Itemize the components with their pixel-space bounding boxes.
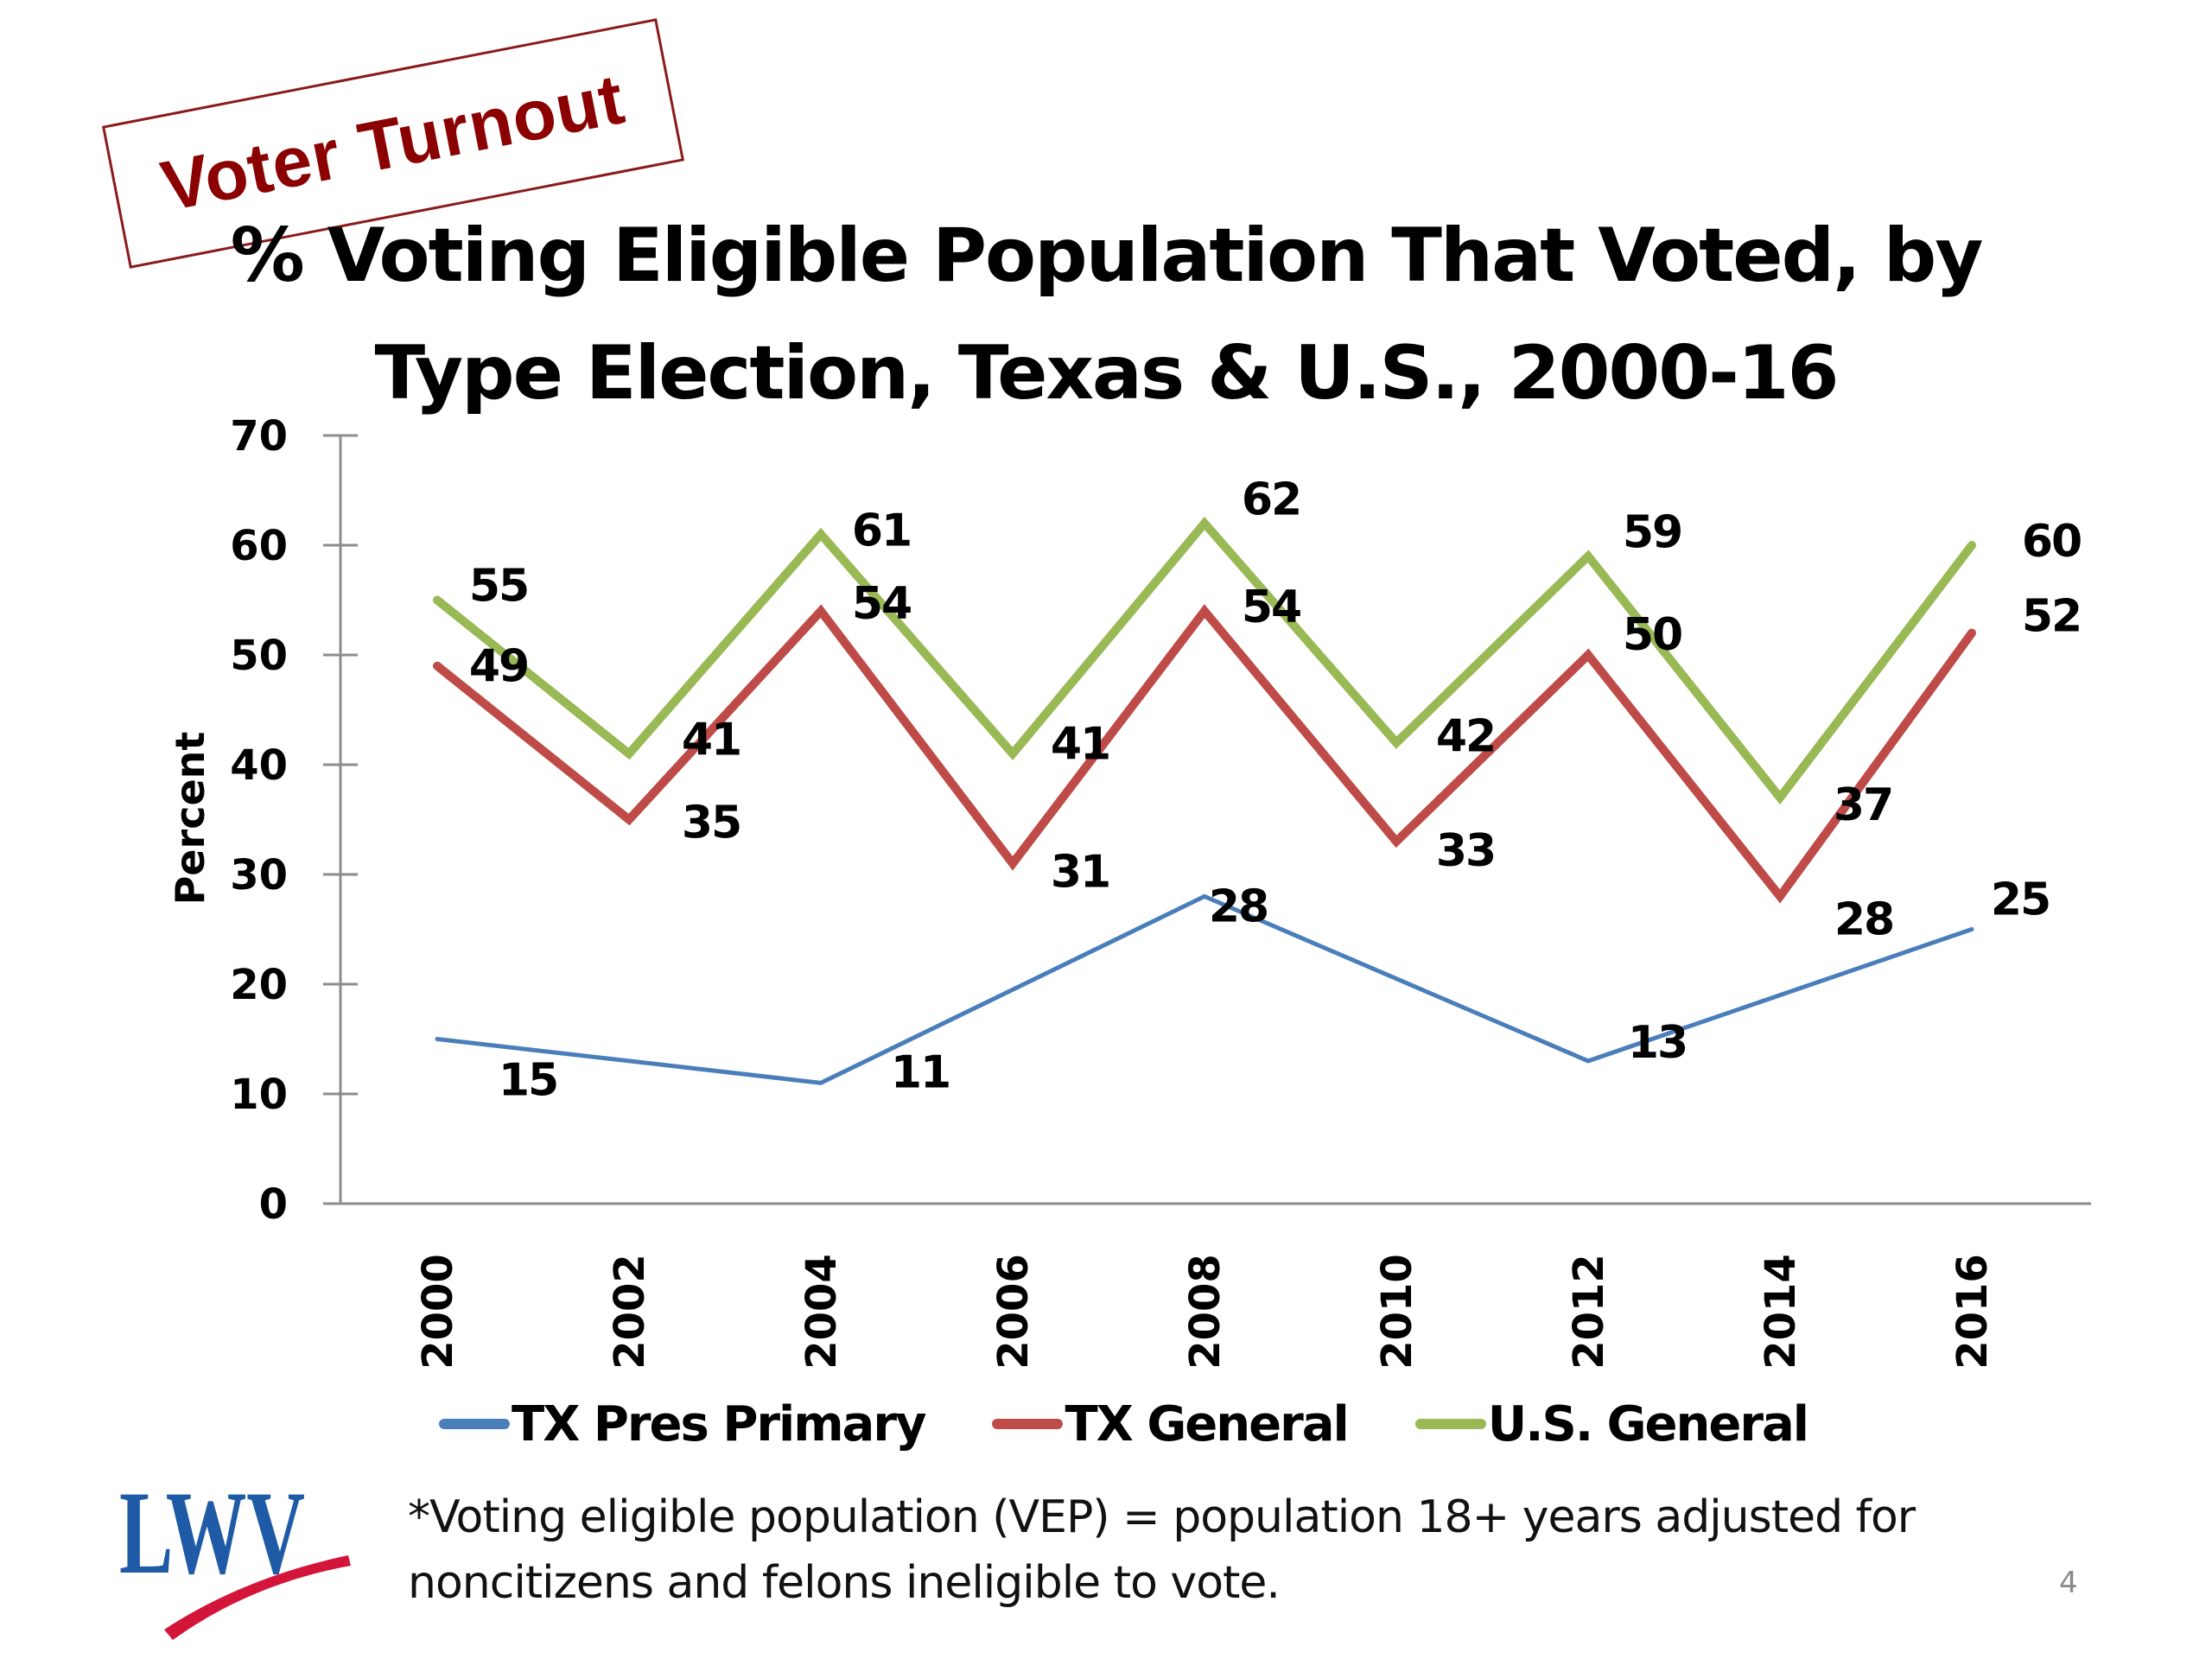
data-label-u-s-general: 62: [1242, 474, 1300, 526]
y-tick-label: 60: [230, 522, 288, 570]
lwv-logo: LWV: [119, 1476, 351, 1640]
data-label-tx-pres-primary: 11: [891, 1046, 950, 1098]
legend-item-tx-general: TX General: [992, 1395, 1350, 1452]
legend-item-tx-pres-primary: TX Pres Primary: [439, 1395, 926, 1452]
data-labels: 15 11 28 13 25 49 35 54 31 54 33 50 28 52 55 41 61 41 62 42…: [469, 474, 2082, 1107]
x-tick-label: 2010: [1373, 1254, 1421, 1370]
legend-item-us-general: U.S. General: [1414, 1395, 1809, 1452]
legend-label: TX General: [1065, 1395, 1349, 1452]
x-tick-label: 2004: [798, 1254, 846, 1370]
data-label-tx-general: 49: [469, 641, 528, 693]
y-tick-label: 0: [259, 1180, 288, 1229]
legend-label: U.S. General: [1487, 1395, 1809, 1452]
x-tick-label: 2006: [989, 1254, 1038, 1370]
x-tick-label: 2012: [1565, 1254, 1613, 1370]
legend-swatch-tx-pres-primary: [439, 1419, 510, 1429]
legend-swatch-us-general: [1414, 1419, 1486, 1429]
series-lines: [433, 516, 1976, 1085]
lwv-swoosh-icon: [164, 1555, 351, 1640]
data-label-tx-general: 54: [852, 578, 911, 630]
data-label-u-s-general: 41: [1051, 718, 1109, 770]
series-line-tx-pres-primary: [435, 893, 1974, 1085]
data-label-tx-general: 54: [1242, 582, 1300, 633]
data-label-u-s-general: 37: [1834, 779, 1892, 831]
data-label-tx-pres-primary: 15: [499, 1055, 557, 1107]
data-label-tx-general: 35: [682, 798, 741, 849]
axes: 0 10 20 30 40 50 60 70 2000 2002 2004 2006 2008 2010 2…: [230, 412, 2091, 1370]
data-label-u-s-general: 61: [852, 505, 911, 556]
x-tick-label: 2000: [414, 1254, 462, 1370]
chart-title: % Voting Eligible Population That Voted,…: [0, 197, 2212, 432]
y-tick-label: 20: [230, 961, 288, 1009]
legend-label: TX Pres Primary: [512, 1395, 926, 1452]
legend-swatch-tx-general: [992, 1419, 1064, 1429]
footnote: *Voting eligible population (VEP) = popu…: [408, 1484, 1916, 1616]
chart-title-line-1: % Voting Eligible Population That Voted,…: [230, 213, 1984, 299]
y-tick-label: 10: [230, 1071, 288, 1119]
data-label-tx-general: 33: [1436, 825, 1495, 877]
data-label-u-s-general: 60: [2022, 516, 2081, 568]
x-tick-label: 2002: [606, 1254, 654, 1370]
data-label-u-s-general: 41: [682, 714, 741, 766]
data-label-tx-general: 28: [1834, 893, 1893, 945]
data-label-u-s-general: 59: [1623, 507, 1681, 559]
data-label-tx-general: 31: [1051, 846, 1109, 898]
data-label-u-s-general: 42: [1436, 711, 1495, 763]
y-tick-label: 30: [230, 851, 288, 899]
y-tick-label: 50: [230, 632, 288, 680]
x-tick-label: 2016: [1948, 1254, 1997, 1370]
y-tick-label: 40: [230, 741, 288, 790]
data-label-u-s-general: 55: [469, 561, 528, 613]
data-label-tx-general: 50: [1623, 609, 1681, 661]
series-line-u-s-general: [433, 516, 1976, 805]
x-tick-label: 2014: [1757, 1254, 1805, 1370]
x-tick-label: 2008: [1181, 1254, 1230, 1370]
data-label-tx-pres-primary: 25: [1991, 874, 2050, 926]
y-axis-label: Percent: [167, 732, 213, 906]
y-tick-label: 70: [230, 412, 288, 461]
page-number: 4: [2059, 1566, 2078, 1600]
data-label-tx-pres-primary: 13: [1628, 1017, 1687, 1069]
chart-title-line-2: Type Election, Texas & U.S., 2000-16: [374, 330, 1840, 416]
footnote-line-1: *Voting eligible population (VEP) = popu…: [408, 1491, 1916, 1543]
data-label-tx-pres-primary: 28: [1209, 880, 1268, 932]
chart-legend: TX Pres Primary TX General U.S. General: [439, 1389, 1875, 1459]
footnote-line-2: noncitizens and felons ineligible to vot…: [408, 1557, 1281, 1609]
data-label-tx-general: 52: [2022, 591, 2081, 643]
